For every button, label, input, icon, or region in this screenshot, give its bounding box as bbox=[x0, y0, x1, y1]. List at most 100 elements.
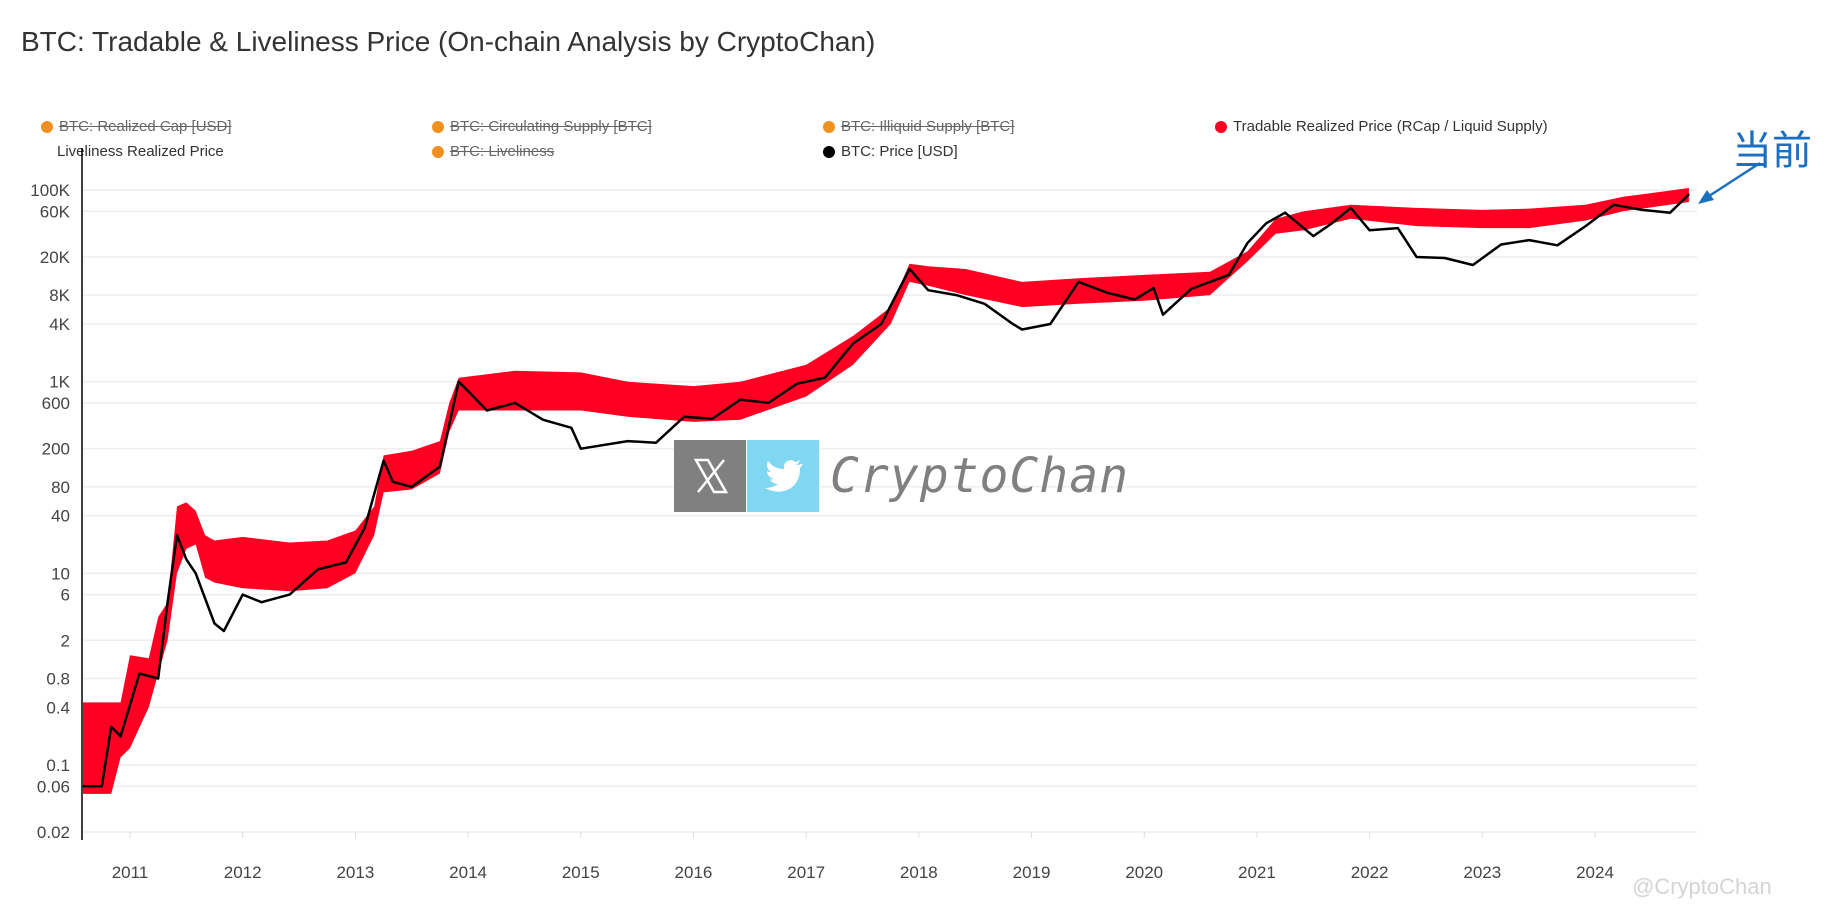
btc-price-point bbox=[542, 419, 545, 421]
btc-price-point bbox=[1500, 243, 1502, 246]
btc-price-point bbox=[110, 726, 113, 728]
btc-price-point bbox=[514, 402, 516, 404]
y-tick-label: 1K bbox=[49, 373, 70, 392]
y-tick-label: 0.06 bbox=[37, 777, 70, 796]
btc-price-point bbox=[927, 289, 930, 292]
y-tick-label: 0.4 bbox=[46, 698, 70, 717]
btc-price-point bbox=[626, 440, 629, 442]
btc-price-point bbox=[317, 568, 319, 571]
btc-price-point bbox=[683, 415, 685, 418]
btc-price-point bbox=[1331, 222, 1333, 225]
btc-price-point bbox=[983, 302, 986, 305]
legend-item[interactable]: BTC: Illiquid Supply [BTC] bbox=[823, 118, 1014, 135]
btc-price-point bbox=[1011, 323, 1014, 325]
legend-item[interactable]: BTC: Price [USD] bbox=[823, 143, 958, 160]
x-tick-label: 2013 bbox=[336, 863, 374, 882]
twitter-bird-icon bbox=[747, 440, 819, 512]
annotation-arrow bbox=[1705, 161, 1761, 200]
btc-price-point bbox=[852, 342, 854, 345]
btc-price-point bbox=[1265, 222, 1268, 225]
btc-price-point bbox=[1190, 288, 1192, 290]
btc-price-point bbox=[1152, 287, 1155, 289]
btc-price-point bbox=[655, 442, 657, 444]
legend-item[interactable]: BTC: Liveliness bbox=[432, 143, 554, 160]
legend-label: Liveliness Realized Price bbox=[57, 143, 224, 160]
x-tick-label: 2019 bbox=[1013, 863, 1051, 882]
btc-price-point bbox=[1415, 256, 1418, 258]
btc-price-point bbox=[119, 735, 122, 737]
arrowhead-icon bbox=[1698, 190, 1714, 204]
y-tick-label: 10 bbox=[51, 564, 70, 583]
chart-title: BTC: Tradable & Liveliness Price (On-cha… bbox=[21, 26, 876, 57]
btc-price-point bbox=[1162, 313, 1164, 316]
btc-price-point bbox=[194, 572, 197, 575]
y-tick-label: 100K bbox=[30, 181, 70, 200]
btc-price-point bbox=[1443, 257, 1446, 259]
btc-price-point bbox=[1246, 242, 1249, 244]
btc-price-point bbox=[223, 630, 225, 632]
legend-dot-icon bbox=[432, 145, 444, 158]
legend-item[interactable]: Tradable Realized Price (RCap / Liquid S… bbox=[1215, 118, 1548, 135]
legend-label: BTC: Liveliness bbox=[450, 143, 555, 160]
x-tick-label: 2023 bbox=[1463, 863, 1501, 882]
watermark-handle: @CryptoChan bbox=[1632, 874, 1772, 899]
btc-price-point bbox=[1669, 211, 1671, 214]
btc-price-point bbox=[1528, 239, 1531, 241]
legend-item[interactable]: Liveliness Realized Price bbox=[57, 143, 224, 160]
btc-price-point bbox=[1350, 207, 1352, 209]
x-tick-label: 2020 bbox=[1125, 863, 1163, 882]
btc-price-point bbox=[410, 485, 413, 488]
btc-price-point bbox=[1105, 291, 1108, 294]
btc-price-point bbox=[1134, 298, 1136, 301]
btc-price-point bbox=[795, 383, 798, 385]
y-tick-label: 6 bbox=[61, 586, 70, 605]
btc-price-point bbox=[1284, 211, 1286, 214]
watermark-text: CryptoChan bbox=[830, 448, 1129, 504]
y-tick-label: 4K bbox=[49, 315, 70, 334]
btc-price-point bbox=[467, 390, 469, 392]
btc-price-line bbox=[83, 193, 1690, 788]
btc-price-point bbox=[382, 459, 385, 462]
y-tick-label: 0.02 bbox=[37, 823, 70, 842]
btc-price-point bbox=[157, 677, 159, 680]
x-tick-label: 2017 bbox=[787, 863, 825, 882]
btc-price-point bbox=[767, 402, 770, 404]
btc-price-point bbox=[1021, 328, 1023, 331]
legend-label: BTC: Price [USD] bbox=[841, 143, 958, 160]
btc-price-point bbox=[1556, 244, 1559, 247]
btc-price-point bbox=[1077, 281, 1080, 283]
y-tick-label: 80 bbox=[51, 478, 70, 497]
btc-price-point bbox=[457, 380, 460, 383]
btc-price-point bbox=[880, 323, 883, 325]
legend-dot-icon bbox=[1215, 120, 1227, 133]
btc-price-point bbox=[185, 558, 188, 561]
btc-price-point bbox=[1612, 204, 1615, 206]
btc-price-point bbox=[260, 601, 263, 603]
y-tick-label: 0.8 bbox=[46, 669, 70, 688]
legend-item[interactable]: BTC: Circulating Supply [BTC] bbox=[432, 118, 652, 135]
legend-label: BTC: Realized Cap [USD] bbox=[59, 118, 232, 135]
btc-price-point bbox=[739, 398, 742, 401]
y-tick-label: 600 bbox=[42, 394, 70, 413]
btc-price-point bbox=[241, 593, 244, 596]
btc-price-point bbox=[711, 417, 714, 420]
y-tick-label: 60K bbox=[40, 202, 71, 221]
btc-price-point bbox=[1227, 274, 1230, 276]
legend-label: Tradable Realized Price (RCap / Liquid S… bbox=[1233, 118, 1548, 135]
btc-price-point bbox=[1312, 235, 1315, 237]
legend-dot-icon bbox=[41, 120, 53, 133]
x-tick-label: 2018 bbox=[900, 863, 938, 882]
legend-label: BTC: Illiquid Supply [BTC] bbox=[841, 118, 1015, 135]
btc-price-point bbox=[908, 268, 911, 270]
btc-price-point bbox=[579, 447, 582, 450]
x-tick-label: 2024 bbox=[1576, 863, 1614, 882]
btc-price-point bbox=[176, 534, 178, 537]
legend-item[interactable]: BTC: Realized Cap [USD] bbox=[41, 118, 232, 135]
btc-price-point bbox=[1472, 264, 1474, 266]
btc-price-point bbox=[570, 427, 573, 429]
x-tick-label: 2022 bbox=[1351, 863, 1389, 882]
y-tick-label: 40 bbox=[51, 507, 70, 526]
btc-price-point bbox=[1368, 229, 1371, 232]
btc-price-point bbox=[1049, 323, 1052, 325]
